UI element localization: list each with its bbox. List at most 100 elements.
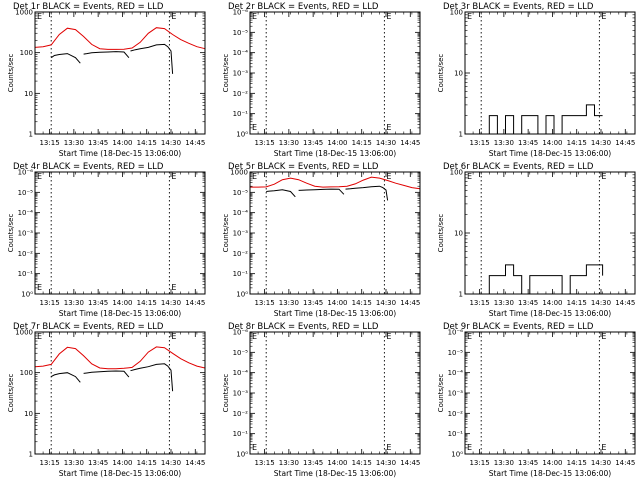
x-tick-label: 14:45 bbox=[185, 459, 205, 467]
x-tick-label: 14:45 bbox=[400, 299, 420, 307]
flag-marker: E bbox=[386, 443, 391, 452]
flag-marker: E bbox=[171, 172, 176, 181]
x-tick-label: 13:30 bbox=[64, 459, 84, 467]
x-tick-label: 14:15 bbox=[567, 299, 587, 307]
y-tick-label: 10⁻⁴ bbox=[233, 209, 249, 217]
chart-panel: Det 4r BLACK = Events, RED = LLD Counts/s… bbox=[7, 162, 206, 318]
events-series-line bbox=[83, 51, 130, 59]
y-tick-label: 10⁻⁴ bbox=[448, 369, 464, 377]
x-tick-label: 14:15 bbox=[137, 139, 157, 147]
flag-marker: E bbox=[171, 12, 176, 21]
x-tick-label: 14:00 bbox=[542, 459, 562, 467]
flag-marker: E bbox=[467, 443, 472, 452]
x-tick-label: 14:00 bbox=[112, 299, 132, 307]
y-tick-label: 10⁻³ bbox=[233, 70, 249, 78]
plot-frame bbox=[34, 11, 206, 135]
x-tick-label: 14:30 bbox=[591, 299, 611, 307]
y-tick-label: 10⁻⁶ bbox=[233, 9, 249, 17]
flag-marker: E bbox=[37, 332, 42, 341]
chart-title: Det 8r BLACK = Events, RED = LLD bbox=[228, 322, 379, 332]
y-tick-label: 100 bbox=[20, 369, 33, 377]
x-tick-label: 14:15 bbox=[352, 299, 372, 307]
x-tick-label: 13:30 bbox=[494, 139, 514, 147]
y-tick-label: 100 bbox=[450, 169, 463, 177]
x-tick-label: 13:45 bbox=[303, 139, 323, 147]
flag-marker: E bbox=[37, 172, 42, 181]
x-tick-label: 14:00 bbox=[112, 459, 132, 467]
y-tick-label: 10⁻⁶ bbox=[233, 329, 249, 337]
x-axis-label: Start Time (18-Dec-15 13:06:00) bbox=[489, 469, 611, 478]
x-tick-label: 13:45 bbox=[518, 139, 538, 147]
chart-panel: Det 8r BLACK = Events, RED = LLD Counts/s… bbox=[222, 322, 421, 478]
y-tick-label: 1000 bbox=[230, 169, 248, 177]
y-tick-label: 10⁻³ bbox=[233, 230, 249, 238]
y-tick-label: 10⁻¹ bbox=[18, 270, 34, 278]
flag-marker: E bbox=[386, 172, 391, 181]
x-tick-label: 14:00 bbox=[327, 299, 347, 307]
flag-marker: E bbox=[467, 172, 472, 181]
x-tick-label: 14:45 bbox=[185, 139, 205, 147]
y-tick-label: 10⁻³ bbox=[233, 390, 249, 398]
events-series-line bbox=[481, 264, 604, 295]
y-tick-label: 1 bbox=[459, 291, 463, 299]
flag-marker: E bbox=[171, 283, 176, 292]
y-tick-label: 10⁻² bbox=[233, 410, 249, 418]
y-tick-label: 10⁻⁴ bbox=[18, 209, 34, 217]
events-series-line bbox=[298, 188, 345, 195]
y-axis-label: Counts/sec bbox=[7, 214, 15, 253]
y-tick-label: 10⁻¹ bbox=[233, 270, 249, 278]
y-tick-label: 10⁰ bbox=[236, 131, 248, 139]
lld-series-line bbox=[34, 346, 206, 370]
x-tick-label: 14:30 bbox=[591, 139, 611, 147]
x-tick-label: 13:15 bbox=[469, 299, 489, 307]
x-axis-label: Start Time (18-Dec-15 13:06:00) bbox=[274, 309, 396, 318]
y-tick-label: 10⁻¹ bbox=[233, 110, 249, 118]
x-tick-label: 14:30 bbox=[591, 459, 611, 467]
flag-marker: E bbox=[386, 12, 391, 21]
x-tick-label: 14:30 bbox=[376, 299, 396, 307]
y-axis-label: Counts/sec bbox=[7, 54, 15, 93]
x-tick-label: 14:45 bbox=[615, 459, 635, 467]
plot-frame bbox=[34, 331, 206, 455]
chart-title: Det 1r BLACK = Events, RED = LLD bbox=[13, 2, 164, 12]
x-tick-label: 14:30 bbox=[161, 299, 181, 307]
x-tick-label: 13:15 bbox=[469, 139, 489, 147]
x-tick-label: 14:15 bbox=[567, 139, 587, 147]
flag-marker: E bbox=[601, 443, 606, 452]
flag-marker: E bbox=[252, 332, 257, 341]
y-tick-label: 10⁻² bbox=[233, 90, 249, 98]
lld-series-line bbox=[34, 27, 206, 50]
x-axis-label: Start Time (18-Dec-15 13:06:00) bbox=[274, 149, 396, 158]
y-tick-label: 10⁰ bbox=[451, 451, 463, 459]
x-tick-label: 13:15 bbox=[39, 459, 59, 467]
x-tick-label: 14:45 bbox=[615, 139, 635, 147]
y-tick-label: 1 bbox=[29, 451, 33, 459]
x-tick-label: 13:45 bbox=[88, 139, 108, 147]
y-axis-label: Counts/sec bbox=[7, 374, 15, 413]
y-tick-label: 10⁻³ bbox=[18, 230, 34, 238]
y-tick-label: 10⁻⁴ bbox=[233, 369, 249, 377]
y-tick-label: 10⁰ bbox=[236, 451, 248, 459]
x-tick-label: 13:30 bbox=[494, 299, 514, 307]
x-tick-label: 13:45 bbox=[88, 299, 108, 307]
y-axis-label: Counts/sec bbox=[222, 54, 230, 93]
x-tick-label: 13:45 bbox=[88, 459, 108, 467]
events-series-line bbox=[130, 43, 174, 74]
y-tick-label: 10⁻³ bbox=[448, 390, 464, 398]
plot-frame bbox=[249, 11, 421, 135]
y-tick-label: 10 bbox=[24, 410, 33, 418]
x-tick-label: 14:15 bbox=[352, 139, 372, 147]
flag-marker: E bbox=[601, 172, 606, 181]
x-tick-label: 14:00 bbox=[327, 139, 347, 147]
x-tick-label: 14:00 bbox=[542, 139, 562, 147]
x-tick-label: 14:30 bbox=[376, 139, 396, 147]
y-tick-label: 10⁻⁶ bbox=[448, 329, 464, 337]
x-axis-label: Start Time (18-Dec-15 13:06:00) bbox=[274, 469, 396, 478]
y-axis-label: Counts/sec bbox=[222, 214, 230, 253]
y-tick-label: 10⁻⁵ bbox=[448, 349, 464, 357]
chart-panel: Det 9r BLACK = Events, RED = LLD Counts/s… bbox=[437, 322, 636, 478]
events-series-line bbox=[345, 185, 389, 201]
y-tick-label: 10 bbox=[454, 70, 463, 78]
x-tick-label: 14:15 bbox=[352, 459, 372, 467]
